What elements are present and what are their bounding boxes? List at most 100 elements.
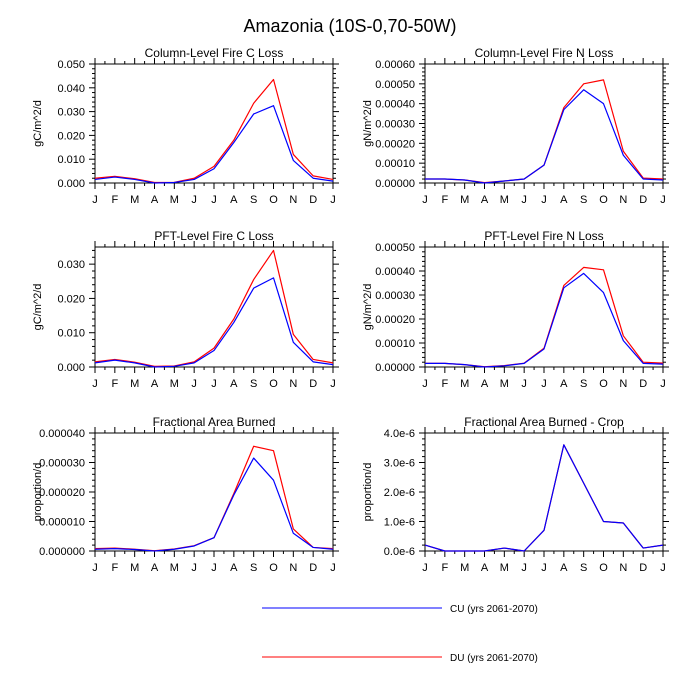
- y-tick-label: 0.00020: [375, 138, 415, 150]
- series-line-cu: [425, 89, 664, 184]
- panel-title: PFT-Level Fire C Loss: [154, 229, 273, 243]
- y-tick-label: 0.000040: [39, 428, 85, 440]
- y-tick-label: 0.010: [57, 328, 85, 340]
- x-tick-label: M: [170, 378, 179, 390]
- x-tick-label: J: [660, 194, 666, 206]
- series-line-cu: [94, 105, 334, 184]
- panel-title: Fractional Area Burned - Crop: [464, 415, 624, 429]
- y-axis-label: gN/m^2/d: [362, 284, 374, 331]
- y-tick-label: 0.000: [57, 178, 85, 190]
- y-tick-label: 0.00020: [375, 314, 415, 326]
- x-tick-label: O: [599, 194, 608, 206]
- x-tick-label: J: [422, 378, 428, 390]
- x-tick-label: M: [500, 562, 509, 574]
- x-tick-label: J: [191, 562, 197, 574]
- x-tick-label: M: [460, 378, 469, 390]
- series-line-du: [94, 78, 334, 184]
- x-tick-label: J: [211, 194, 217, 206]
- x-tick-label: S: [580, 562, 587, 574]
- y-tick-label: 0.00030: [375, 119, 415, 131]
- series-line-du: [424, 444, 664, 552]
- x-tick-label: S: [580, 378, 587, 390]
- x-tick-label: M: [170, 562, 179, 574]
- x-tick-label: M: [460, 562, 469, 574]
- x-tick-label: J: [521, 378, 527, 390]
- x-tick-label: J: [541, 194, 547, 206]
- x-tick-label: M: [460, 194, 469, 206]
- y-axis-label: proportion/d: [362, 463, 374, 522]
- series-line-cu: [424, 444, 664, 552]
- y-tick-label: 0.000: [57, 362, 85, 374]
- x-tick-label: J: [541, 378, 547, 390]
- x-tick-label: D: [309, 562, 317, 574]
- y-tick-label: 0.0e-6: [384, 546, 415, 558]
- x-tick-label: J: [422, 562, 428, 574]
- y-tick-label: 0.010: [57, 154, 85, 166]
- plot-frame: [94, 246, 334, 368]
- x-tick-label: A: [151, 378, 159, 390]
- x-tick-label: J: [92, 562, 98, 574]
- x-tick-label: A: [151, 562, 159, 574]
- y-tick-label: 0.00010: [375, 338, 415, 350]
- y-tick-label: 0.00030: [375, 290, 415, 302]
- y-tick-label: 0.030: [57, 107, 85, 119]
- x-tick-label: D: [639, 562, 647, 574]
- y-axis-label: proportion/d: [32, 463, 44, 522]
- y-tick-label: 0.00010: [375, 158, 415, 170]
- x-tick-label: M: [130, 194, 139, 206]
- x-tick-label: F: [441, 378, 448, 390]
- x-tick-label: O: [269, 378, 278, 390]
- x-tick-label: N: [619, 562, 627, 574]
- y-axis-label: gC/m^2/d: [32, 100, 44, 147]
- y-tick-label: 0.00060: [375, 59, 415, 71]
- legend-label-du: DU (yrs 2061-2070): [450, 653, 538, 664]
- series-line-du: [425, 79, 664, 184]
- x-tick-label: D: [639, 194, 647, 206]
- x-tick-label: F: [111, 194, 118, 206]
- series-line-cu: [94, 457, 334, 552]
- y-tick-label: 1.0e-6: [384, 517, 415, 529]
- y-axis-label: gN/m^2/d: [362, 100, 374, 147]
- y-tick-label: 0.00000: [375, 362, 415, 374]
- x-tick-label: J: [211, 562, 217, 574]
- x-tick-label: A: [560, 194, 568, 206]
- x-tick-label: N: [619, 194, 627, 206]
- x-tick-label: S: [250, 194, 257, 206]
- x-tick-label: O: [269, 194, 278, 206]
- x-tick-label: J: [92, 194, 98, 206]
- series-line-du: [425, 266, 664, 368]
- y-tick-label: 0.000030: [39, 458, 85, 470]
- x-tick-label: M: [170, 194, 179, 206]
- x-tick-label: N: [289, 378, 297, 390]
- x-tick-label: M: [130, 562, 139, 574]
- x-tick-label: J: [191, 378, 197, 390]
- x-tick-label: J: [330, 194, 336, 206]
- x-tick-label: M: [130, 378, 139, 390]
- x-tick-label: A: [481, 194, 489, 206]
- x-tick-label: D: [639, 378, 647, 390]
- x-tick-label: F: [111, 562, 118, 574]
- x-tick-label: O: [599, 378, 608, 390]
- y-tick-label: 2.0e-6: [384, 487, 415, 499]
- legend: CU (yrs 2061-2070) DU (yrs 2061-2070): [262, 604, 538, 664]
- x-tick-label: J: [92, 378, 98, 390]
- y-tick-label: 0.00000: [375, 178, 415, 190]
- x-tick-label: A: [560, 378, 568, 390]
- x-tick-label: O: [599, 562, 608, 574]
- x-tick-label: N: [289, 194, 297, 206]
- y-tick-label: 0.000020: [39, 487, 85, 499]
- y-tick-label: 0.050: [57, 59, 85, 71]
- plot-frame: [94, 63, 334, 184]
- x-tick-label: A: [481, 562, 489, 574]
- x-tick-label: F: [441, 562, 448, 574]
- x-tick-label: J: [541, 562, 547, 574]
- x-tick-label: A: [560, 562, 568, 574]
- x-tick-label: S: [580, 194, 587, 206]
- x-tick-label: J: [330, 378, 336, 390]
- panel-title: Column-Level Fire N Loss: [475, 46, 614, 60]
